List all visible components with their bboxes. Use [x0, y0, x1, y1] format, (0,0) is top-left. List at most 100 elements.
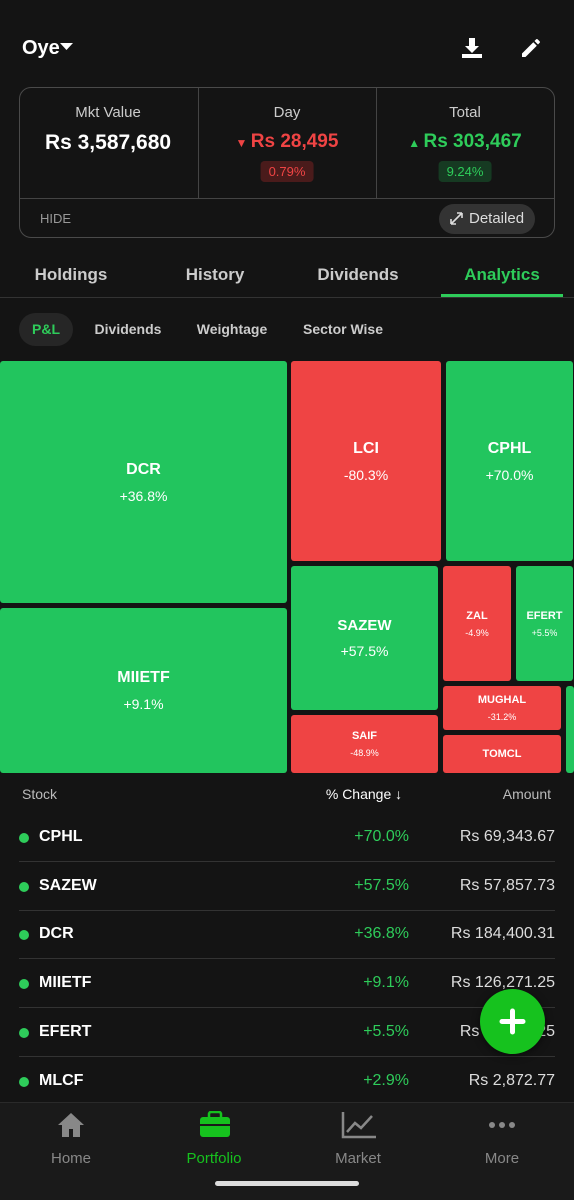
subtab-pill — [19, 313, 73, 346]
divider — [198, 88, 199, 198]
treemap-tile[interactable]: SAZEW +57.5% — [291, 566, 438, 710]
subtab[interactable]: Sector Wise — [302, 321, 384, 337]
col-header[interactable]: % Change ↓ — [325, 786, 403, 802]
row-divider — [19, 909, 555, 911]
expand-icon — [450, 212, 463, 225]
tile-label: LCI — [353, 439, 379, 457]
treemap-tile[interactable]: MIIETF +9.1% — [0, 608, 287, 773]
total-value: Rs 303,467 — [423, 131, 522, 152]
nav-label[interactable]: Home — [50, 1150, 92, 1167]
subtab[interactable]: Weightage — [196, 321, 268, 337]
tile-label: CPHL — [487, 439, 532, 457]
stock-name[interactable]: DCR — [39, 925, 74, 943]
treemap-tile[interactable]: SAIF -48.9% — [291, 715, 438, 773]
nav-label[interactable]: More — [484, 1150, 520, 1167]
mkt-value: Rs 3,587,680 — [44, 131, 172, 154]
stock-name[interactable]: EFERT — [39, 1022, 92, 1040]
treemap-tile[interactable]: TOMCL — [443, 735, 561, 773]
row-divider — [19, 861, 555, 862]
stock-change: +9.1% — [363, 974, 409, 992]
col-header: Amount — [502, 786, 551, 802]
summary-card — [19, 87, 555, 238]
tile-change: +57.5% — [340, 643, 389, 659]
tile-label: DCR — [126, 460, 161, 478]
stock-change: +57.5% — [354, 876, 409, 894]
day-percent: 0.79% — [260, 161, 314, 182]
stock-name[interactable]: MLCF — [39, 1071, 84, 1089]
tile-change: -48.9% — [350, 748, 379, 758]
row-divider — [19, 958, 555, 960]
download-icon[interactable] — [460, 36, 484, 60]
stock-name[interactable]: MIIETF — [39, 974, 92, 992]
treemap-tile[interactable]: MUGHAL -31.2% — [443, 686, 561, 730]
tab[interactable]: History — [185, 265, 245, 284]
stock-name[interactable]: CPHL — [39, 828, 83, 845]
treemap-tile[interactable]: CPHL +70.0% — [446, 361, 573, 561]
stock-change: +2.9% — [363, 1071, 409, 1089]
total-value-wrap: ▲ Rs 303,467 — [408, 131, 522, 152]
tile-change: +36.8% — [119, 487, 168, 504]
divider — [376, 88, 377, 198]
stock-name[interactable]: SAZEW — [39, 876, 97, 894]
detailed-label[interactable]: Detailed — [469, 210, 525, 227]
edit-icon[interactable] — [519, 36, 543, 60]
tab-separator — [0, 297, 574, 298]
tab-indicator — [441, 294, 563, 297]
status-dot — [19, 833, 29, 843]
stock-change: +36.8% — [354, 925, 409, 943]
day-value: Rs 28,495 — [250, 131, 339, 152]
tab[interactable]: Holdings — [34, 265, 108, 284]
caret-icon[interactable] — [60, 43, 73, 51]
tile-change: -80.3% — [343, 466, 389, 483]
total-label: Total — [449, 104, 481, 121]
stock-amount: Rs 57,857.73 — [459, 876, 555, 894]
tile-label: TOMCL — [482, 748, 522, 760]
tile-label: MUGHAL — [477, 694, 527, 706]
subtab[interactable]: P&L — [32, 321, 60, 337]
tile-label: ZAL — [466, 609, 488, 622]
tile-label: SAIF — [351, 730, 378, 742]
treemap-tile[interactable]: ZAL -4.9% — [443, 566, 511, 681]
hide-button[interactable]: HIDE — [40, 211, 72, 226]
status-dot — [19, 979, 29, 990]
tile-change: +5.5% — [531, 627, 558, 638]
portfolio-name[interactable]: Oye — [22, 37, 60, 59]
stock-change: +70.0% — [354, 828, 409, 845]
treemap-tile[interactable]: DCR +36.8% — [0, 361, 287, 603]
tab[interactable]: Dividends — [317, 265, 399, 284]
portfolio-icon[interactable] — [199, 1111, 231, 1138]
treemap-tile[interactable]: EFERT +5.5% — [516, 566, 573, 681]
day-value-wrap: ▼ Rs 28,495 — [235, 131, 339, 152]
tab[interactable]: Analytics — [464, 265, 540, 284]
stock-change: +5.5% — [363, 1022, 409, 1040]
add-fab[interactable] — [480, 989, 545, 1054]
treemap-tile[interactable]: LCI -80.3% — [291, 361, 441, 561]
tile-label: MIIETF — [117, 669, 170, 686]
tile-change: +70.0% — [485, 466, 534, 483]
col-header: Stock — [22, 786, 58, 802]
divider — [20, 198, 554, 199]
row-divider — [19, 1007, 555, 1009]
treemap-tile[interactable] — [566, 686, 574, 773]
plus-icon — [499, 1008, 526, 1035]
status-dot — [19, 1076, 29, 1087]
more-icon[interactable] — [488, 1120, 516, 1130]
row-divider — [19, 1055, 555, 1057]
tile-change: -31.2% — [487, 712, 517, 722]
home-icon[interactable] — [57, 1112, 85, 1138]
stock-amount: Rs 184,400.31 — [450, 925, 555, 943]
nav-label[interactable]: Portfolio — [186, 1150, 242, 1167]
tile-label: EFERT — [526, 609, 563, 622]
stock-amount: Rs 2,872.77 — [468, 1071, 555, 1089]
subtab[interactable]: Dividends — [94, 321, 162, 337]
status-dot — [19, 930, 29, 941]
market-icon[interactable] — [341, 1111, 377, 1139]
status-dot — [19, 1027, 29, 1038]
tile-change: -4.9% — [465, 627, 489, 638]
nav-label[interactable]: Market — [335, 1150, 381, 1167]
mkt-value-label: Mkt Value — [75, 104, 141, 121]
stock-amount: Rs 126,271.25 — [450, 974, 555, 992]
total-percent: 9.24% — [438, 161, 492, 182]
status-dot — [19, 881, 29, 892]
tile-change: +9.1% — [123, 696, 164, 712]
